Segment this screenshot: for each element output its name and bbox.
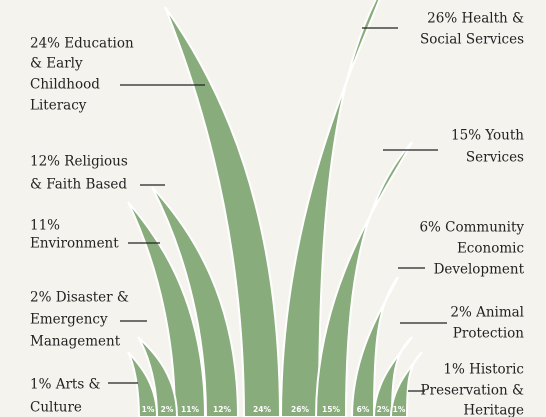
value-label: 6% xyxy=(357,405,370,414)
blade xyxy=(372,336,413,417)
value-label: 11% xyxy=(181,405,199,414)
value-label: 12% xyxy=(213,405,231,414)
category-label: Management xyxy=(30,334,121,350)
category-label: Heritage xyxy=(463,403,524,417)
category-label: 1% Historic xyxy=(443,362,524,378)
value-label: 2% xyxy=(377,405,390,414)
category-label: 6% Community xyxy=(419,220,524,236)
category-label: 11% xyxy=(30,218,60,234)
category-label: Protection xyxy=(453,326,525,342)
blade xyxy=(137,336,179,417)
value-label: 1% xyxy=(142,405,155,414)
value-label: 1% xyxy=(393,405,406,414)
blade xyxy=(151,186,240,417)
value-label: 15% xyxy=(322,405,340,414)
category-label: Childhood xyxy=(30,77,100,93)
blade xyxy=(389,351,423,417)
blade xyxy=(127,201,207,417)
blade xyxy=(127,351,159,417)
category-label: Economic xyxy=(457,241,524,257)
category-label: Social Services xyxy=(420,32,524,48)
blade xyxy=(350,276,399,417)
category-label: 26% Health & xyxy=(427,11,524,27)
category-label: Services xyxy=(466,150,524,166)
category-label: & Faith Based xyxy=(30,177,127,193)
value-label: 2% xyxy=(161,405,174,414)
category-label: Preservation & xyxy=(421,383,524,399)
category-label: 15% Youth xyxy=(451,128,524,144)
category-label: Development xyxy=(434,262,525,278)
category-label: & Early xyxy=(30,56,83,72)
category-label: Culture xyxy=(30,400,82,416)
category-label: 1% Arts & xyxy=(30,377,101,393)
category-label: 24% Education xyxy=(30,36,134,52)
category-label: 2% Disaster & xyxy=(30,290,129,306)
blade xyxy=(314,141,413,417)
value-label: 26% xyxy=(291,405,309,414)
category-label: Environment xyxy=(30,236,119,252)
category-label: 2% Animal xyxy=(450,305,524,321)
category-label: Emergency xyxy=(30,312,108,328)
category-label: 12% Religious xyxy=(30,154,128,170)
value-label: 24% xyxy=(253,405,271,414)
blade xyxy=(164,6,282,417)
category-label: Literacy xyxy=(30,98,87,114)
blade xyxy=(279,0,381,417)
